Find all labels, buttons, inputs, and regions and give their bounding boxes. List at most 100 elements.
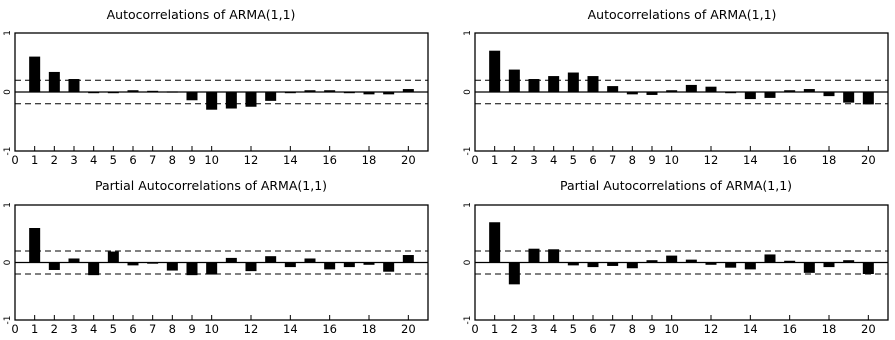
acf-panel: Partial Autocorrelations of ARMA(1,1) 0 1 2…: [463, 178, 889, 336]
acf-bar: [324, 90, 336, 92]
acf-bar: [508, 262, 520, 285]
acf-bar: [127, 262, 139, 266]
x-tick-label: 18: [822, 322, 837, 336]
x-tick-label: 8: [629, 153, 636, 167]
x-tick-label: 12: [704, 153, 719, 167]
acf-bar: [528, 79, 540, 92]
x-tick-label: 12: [244, 322, 259, 336]
x-tick-label: 6: [129, 322, 136, 336]
acf-bar: [245, 92, 257, 107]
acf-bar: [186, 92, 198, 101]
y-tick-label: 1: [463, 30, 473, 36]
acf-bar: [823, 262, 835, 268]
acf-bar: [29, 228, 41, 263]
acf-bar: [166, 262, 178, 271]
acf-bar: [764, 92, 776, 98]
y-tick-label: -1: [463, 316, 473, 325]
acf-bar: [166, 91, 178, 93]
acf-bar: [147, 90, 159, 93]
y-tick-label: -1: [3, 147, 13, 156]
acf-bar: [206, 92, 218, 110]
x-tick-label: 6: [589, 153, 596, 167]
x-tick-label: 18: [362, 153, 377, 167]
acf-panel: Autocorrelations of ARMA(1,1)0 1 2 3 4 5 6 7 8 9 1…: [463, 7, 889, 167]
x-tick-label: 5: [110, 153, 117, 167]
x-tick-label: 18: [362, 322, 377, 336]
acf-bar: [764, 254, 776, 263]
acf-bar: [587, 262, 599, 268]
acf-bar: [607, 86, 619, 92]
chart-title: Autocorrelations of ARMA(1,1): [107, 7, 296, 22]
acf-bar: [48, 262, 60, 270]
x-tick-label: 1: [491, 322, 498, 336]
x-tick-label: 20: [861, 322, 876, 336]
acf-bar: [88, 92, 100, 94]
acf-bar: [843, 92, 855, 103]
x-tick-label: 6: [129, 153, 136, 167]
x-tick-label: 10: [204, 322, 219, 336]
x-tick-label: 1: [31, 153, 38, 167]
acf-bar: [548, 249, 560, 263]
acf-bar: [685, 259, 697, 263]
acf-bar: [68, 258, 80, 263]
x-tick-label: 5: [110, 322, 117, 336]
acf-bar: [705, 86, 717, 92]
acf-bar: [823, 92, 835, 97]
x-tick-label: 8: [629, 322, 636, 336]
acf-bar: [567, 262, 579, 266]
x-tick-label: 16: [322, 322, 337, 336]
chart-title: Autocorrelations of ARMA(1,1): [588, 7, 777, 22]
acf-bar: [843, 260, 855, 263]
acf-bar: [206, 262, 218, 275]
acf-bar: [626, 92, 638, 95]
x-tick-label: 4: [90, 322, 97, 336]
acf-bar: [784, 90, 796, 92]
x-tick-label: 3: [70, 153, 77, 167]
acf-bar: [363, 262, 375, 265]
acf-bar: [284, 92, 296, 94]
y-tick-label: 0: [463, 259, 473, 265]
x-tick-label: 10: [204, 153, 219, 167]
x-tick-label: 5: [570, 153, 577, 167]
x-tick-label: 18: [822, 153, 837, 167]
chart-title: Partial Autocorrelations of ARMA(1,1): [560, 178, 792, 193]
x-tick-label: 1: [31, 322, 38, 336]
acf-bar: [147, 262, 159, 264]
acf-bar: [107, 251, 119, 263]
y-tick-label: 1: [3, 30, 13, 36]
x-tick-label: 16: [322, 153, 337, 167]
acf-bar: [383, 92, 395, 95]
acf-bar: [626, 262, 638, 269]
x-tick-label: 2: [51, 153, 58, 167]
acf-bar: [402, 255, 414, 263]
x-tick-label: 2: [511, 153, 518, 167]
acf-bar: [862, 92, 874, 105]
y-tick-label: 1: [463, 202, 473, 208]
acf-bar: [245, 262, 257, 272]
x-tick-label: 4: [550, 322, 557, 336]
acf-bar: [29, 56, 41, 92]
x-tick-label: 5: [570, 322, 577, 336]
acf-bar: [304, 258, 316, 263]
x-tick-label: 16: [782, 153, 797, 167]
acf-bar: [567, 72, 579, 92]
acf-bar: [685, 84, 697, 92]
acf-bar: [725, 92, 737, 94]
x-tick-label: 4: [550, 153, 557, 167]
acf-panel: Partial Autocorrelations of ARMA(1,1)0 1 2…: [3, 178, 429, 336]
acf-bar: [225, 92, 237, 109]
x-tick-label: 8: [169, 153, 176, 167]
x-tick-label: 3: [530, 322, 537, 336]
acf-bar: [343, 92, 355, 94]
acf-bar: [88, 262, 100, 276]
acf-panel: Autocorrelations of ARMA(1,1)0 1 2 3 4 5 6 7 8 9 1…: [3, 7, 429, 167]
acf-bar: [705, 262, 717, 265]
acf-bar: [607, 262, 619, 266]
x-tick-label: 0: [471, 153, 478, 167]
acf-bar: [646, 92, 658, 95]
acf-bar: [744, 262, 756, 270]
acf-bar: [803, 262, 815, 273]
x-tick-label: 20: [401, 322, 416, 336]
acf-bar: [304, 90, 316, 92]
